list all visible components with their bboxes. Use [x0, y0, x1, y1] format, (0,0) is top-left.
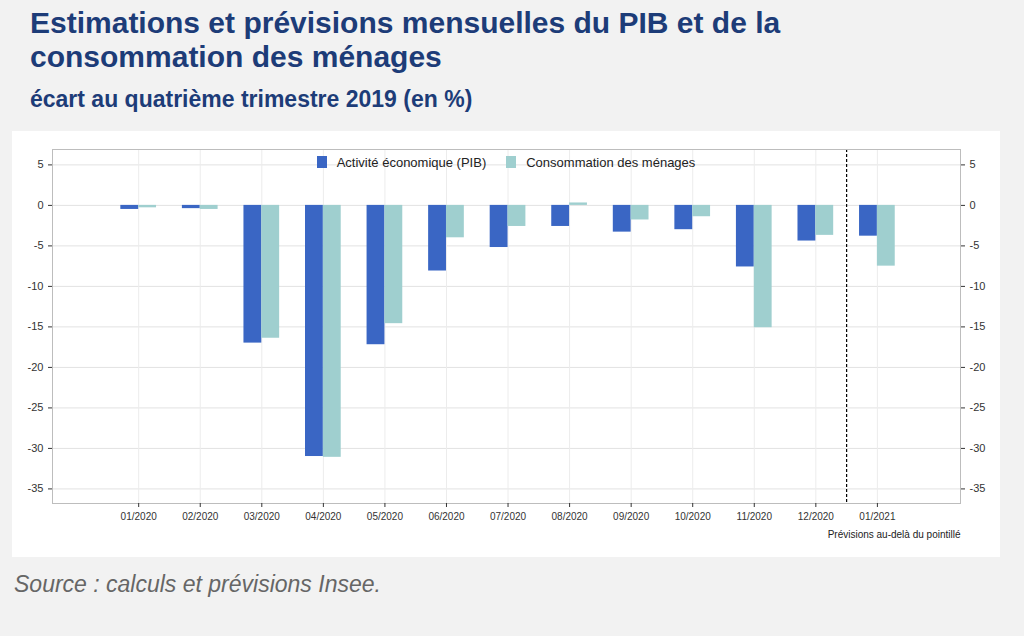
svg-text:01/2021: 01/2021	[859, 511, 896, 522]
html-text:Consommation des ménages: Consommation des ménages	[526, 155, 696, 170]
svg-text:11/2020: 11/2020	[737, 511, 773, 522]
svg-text:5: 5	[970, 158, 976, 170]
svg-text:-30: -30	[970, 442, 986, 454]
svg-text:12/2020: 12/2020	[798, 511, 835, 522]
svg-text:-15: -15	[28, 320, 44, 332]
svg-text:-25: -25	[970, 401, 986, 413]
svg-text:-5: -5	[34, 239, 44, 251]
svg-text:5: 5	[37, 158, 43, 170]
html-text:Source : calculs et prévisions: Source : calculs et prévisions Insee.	[14, 571, 381, 597]
html-text:Estimations et prévisions mens: Estimations et prévisions mensuelles du …	[30, 6, 781, 73]
svg-text:06/2020: 06/2020	[428, 511, 465, 522]
svg-text:-5: -5	[970, 239, 980, 251]
html-text:Activité économique (PIB): Activité économique (PIB)	[336, 155, 487, 170]
svg-text:-20: -20	[970, 361, 986, 373]
svg-text:08/2020: 08/2020	[552, 511, 589, 522]
svg-text:01/2020: 01/2020	[121, 511, 158, 522]
svg-text:03/2020: 03/2020	[244, 511, 281, 522]
svg-text:-20: -20	[28, 361, 44, 373]
svg-text:-15: -15	[970, 320, 986, 332]
svg-text:-25: -25	[28, 401, 44, 413]
svg-text:07/2020: 07/2020	[490, 511, 527, 522]
svg-text:10/2020: 10/2020	[675, 511, 712, 522]
svg-text:-10: -10	[28, 280, 44, 292]
svg-text:04/2020: 04/2020	[305, 511, 342, 522]
html-text:écart au quatrième trimestre 2: écart au quatrième trimestre 2019 (en %)	[30, 86, 473, 112]
svg-text:05/2020: 05/2020	[367, 511, 404, 522]
svg-text:-35: -35	[970, 482, 986, 494]
svg-text:09/2020: 09/2020	[613, 511, 650, 522]
svg-text:Prévisions au-delà du pointill: Prévisions au-delà du pointillé	[828, 529, 961, 540]
svg-text:-30: -30	[28, 442, 44, 454]
svg-text:02/2020: 02/2020	[182, 511, 219, 522]
svg-text:-35: -35	[28, 482, 44, 494]
svg-text:0: 0	[37, 199, 43, 211]
svg-text:-10: -10	[970, 280, 986, 292]
svg-text:0: 0	[970, 199, 976, 211]
